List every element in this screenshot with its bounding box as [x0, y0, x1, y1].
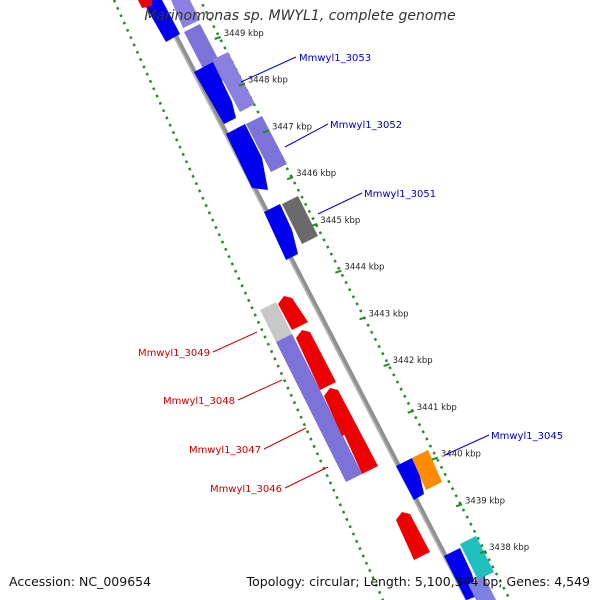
gene-forward-shaded — [212, 52, 255, 112]
gene-mmwyl1-3052 — [246, 116, 287, 172]
ruler-tick — [479, 550, 487, 554]
ruler-tick — [455, 503, 463, 508]
gene-label[interactable]: Mmwyl1_3053 — [299, 53, 371, 64]
gene-label[interactable]: Mmwyl1_3049 — [138, 348, 210, 359]
gene-label[interactable]: Mmwyl1_3051 — [364, 189, 436, 200]
gene-reverse — [344, 426, 378, 474]
gene-labels: Mmwyl1_3053 Mmwyl1_3052 Mmwyl1_3051 Mmwyl1_… — [138, 53, 563, 495]
ruler-tick-label: 3443 kbp — [368, 309, 408, 319]
ruler-tick — [262, 129, 270, 134]
gene-label[interactable]: Mmwyl1_3046 — [210, 484, 282, 495]
gene-reverse-grey — [260, 302, 292, 342]
ruler-tick — [431, 456, 439, 461]
ruler-tick-label: 3444 kbp — [344, 263, 384, 273]
ruler-tick — [286, 176, 294, 181]
gene-label[interactable]: Mmwyl1_3052 — [330, 120, 402, 131]
gene-label-leader — [240, 56, 297, 83]
gene-label-leader — [444, 434, 490, 456]
accession-label: Accession: NC_009654 — [9, 574, 152, 589]
gene-mmwyl1-3051-neighbor — [282, 196, 318, 244]
map-title: Marinomonas sp. MWYL1, complete genome — [144, 8, 456, 24]
gene-forward — [226, 124, 268, 190]
inner-tick-track — [112, 0, 385, 600]
ruler-tick — [359, 316, 366, 321]
gene-mmwyl1-3045 — [412, 450, 442, 490]
gene-label[interactable]: Mmwyl1_3047 — [189, 445, 261, 456]
gene-forward-cyan — [460, 536, 494, 580]
ruler-tick-label: 3441 kbp — [417, 403, 457, 413]
reverse-strand-genes — [138, 0, 430, 560]
gene-mmwyl1-3047 — [296, 330, 336, 390]
ruler-tick-label: 3439 kbp — [465, 496, 505, 506]
gene-label-leader — [263, 427, 307, 450]
ruler-tick — [238, 82, 246, 87]
gene-label-leader — [237, 379, 283, 401]
gene-reverse — [396, 512, 430, 560]
gene-forward-shaded — [171, 0, 200, 28]
ruler-tick — [310, 222, 318, 227]
ruler-tick-label: 3449 kbp — [224, 29, 264, 39]
ruler-tick-label: 3445 kbp — [320, 216, 360, 226]
ruler-tick-label: 3438 kbp — [489, 543, 529, 553]
ruler-tick-label: 3442 kbp — [393, 356, 433, 366]
gene-forward — [396, 458, 424, 500]
ruler-tick — [383, 363, 390, 368]
forward-strand-genes — [142, 0, 496, 600]
gene-mmwyl1-3046 — [324, 388, 358, 436]
gene-mmwyl1-3048 — [278, 296, 308, 330]
gene-mmwyl1-3051 — [264, 204, 298, 260]
ruler-tick-label: 3440 kbp — [441, 450, 481, 460]
genome-backbone — [154, 0, 471, 600]
gene-forward — [194, 62, 236, 124]
gene-forward-shaded — [468, 576, 496, 600]
ruler: 3449 kbp 3448 kbp 3447 kbp 3446 kbp 3445 kbp… — [214, 29, 529, 554]
gene-label[interactable]: Mmwyl1_3045 — [491, 431, 563, 442]
gene-forward — [142, 0, 180, 42]
gene-label-leader — [317, 192, 363, 215]
genome-backbone-highlight — [154, 0, 467, 600]
ruler-tick — [335, 269, 342, 274]
ruler-tick — [214, 36, 222, 40]
ruler-tick — [407, 409, 415, 414]
genome-summary: Topology: circular; Length: 5,100,344 bp… — [246, 574, 590, 589]
gene-reverse — [138, 0, 152, 8]
gene-label-leader — [284, 466, 329, 489]
ruler-tick-label: 3448 kbp — [248, 76, 288, 86]
ruler-tick-label: 3447 kbp — [272, 122, 312, 132]
ruler-tick-label: 3446 kbp — [296, 169, 336, 179]
gene-label-leader — [284, 123, 329, 148]
gene-mmwyl1-3049 — [276, 334, 362, 482]
gene-label[interactable]: Mmwyl1_3048 — [163, 396, 235, 407]
gene-label-leader — [212, 331, 258, 353]
